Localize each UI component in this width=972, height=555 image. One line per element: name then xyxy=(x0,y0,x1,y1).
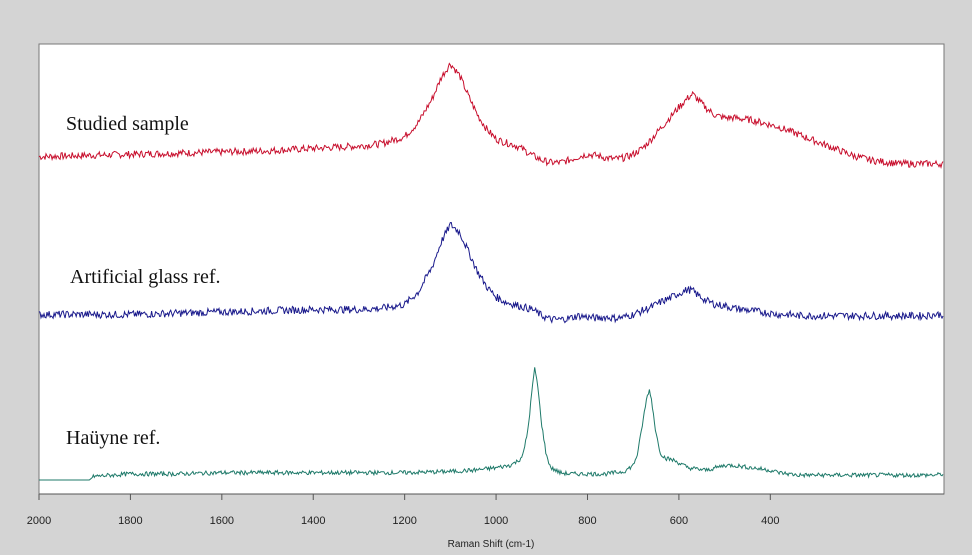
x-tick-label: 600 xyxy=(670,515,688,527)
plot-area xyxy=(38,43,945,495)
x-tick-label: 1400 xyxy=(301,515,325,527)
x-tick-label: 1800 xyxy=(118,515,142,527)
x-axis-title: Raman Shift (cm-1) xyxy=(448,539,535,550)
series-group xyxy=(38,62,944,481)
x-tick-label: 1000 xyxy=(484,515,508,527)
series-label-studied-sample: Studied sample xyxy=(66,113,189,135)
series-line-0 xyxy=(38,62,944,169)
series-line-2 xyxy=(39,367,944,481)
x-tick-label: 2000 xyxy=(27,515,51,527)
series-label-artificial-glass: Artificial glass ref. xyxy=(70,266,221,288)
x-tick-label: 400 xyxy=(761,515,779,527)
x-axis: 2000 1800 1600 1400 1200 1000 800 600 400 xyxy=(27,493,944,527)
series-label-hauyne: Haüyne ref. xyxy=(66,427,160,449)
series-labels: Studied sample Artificial glass ref. Haü… xyxy=(66,113,221,449)
x-tick-label: 800 xyxy=(578,515,596,527)
series-line-1 xyxy=(38,221,944,324)
x-tick-label: 1600 xyxy=(210,515,234,527)
x-tick-label: 1200 xyxy=(392,515,416,527)
